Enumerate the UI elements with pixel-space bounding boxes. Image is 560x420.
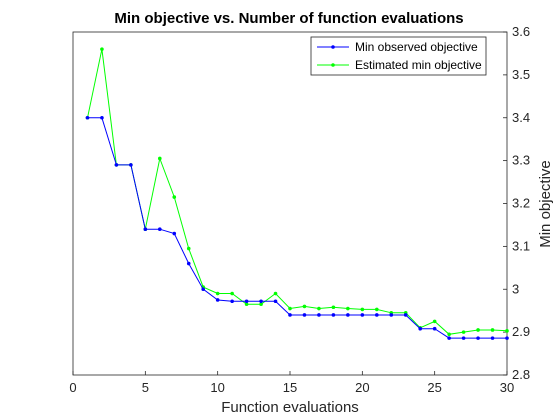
legend-label-1: Estimated min objective xyxy=(355,58,482,72)
series-1-point xyxy=(244,302,249,307)
series-0-point xyxy=(418,326,423,331)
series-0-point xyxy=(389,313,394,317)
series-0-point xyxy=(447,336,451,340)
y-tick-label: 3 xyxy=(512,281,519,296)
series-0-point xyxy=(476,336,480,340)
x-tick-label: 20 xyxy=(355,380,369,395)
series-0-point xyxy=(403,313,408,317)
legend-label-0: Min observed objective xyxy=(355,40,478,54)
series-0-point xyxy=(302,313,307,317)
series-0-point xyxy=(360,313,365,317)
series-1-point xyxy=(432,319,437,324)
series-0-point xyxy=(172,231,177,236)
series-1-point xyxy=(447,332,451,337)
series-0-point xyxy=(375,313,379,317)
series-1-point xyxy=(476,328,480,332)
series-0-point xyxy=(230,299,234,304)
series-1-point xyxy=(259,302,263,307)
y-tick-label: 2.8 xyxy=(512,367,530,382)
y-tick-label: 3.4 xyxy=(512,110,530,125)
y-tick-label: 3.5 xyxy=(512,67,530,82)
series-0-point xyxy=(201,287,205,292)
x-axis-label: Function evaluations xyxy=(221,399,359,416)
series-1-point xyxy=(186,246,191,251)
series-1-point xyxy=(346,306,350,311)
series-1-point xyxy=(461,330,466,334)
series-1-point xyxy=(360,307,365,312)
series-0-point xyxy=(273,299,278,304)
y-axis-label: Min objective xyxy=(537,160,554,248)
series-1-point xyxy=(273,291,278,296)
series-0-point xyxy=(100,115,104,120)
plot-area xyxy=(72,31,508,376)
series-0-point xyxy=(288,313,292,317)
x-tick-label: 25 xyxy=(427,380,441,395)
series-0-point xyxy=(158,227,162,232)
series-1-point xyxy=(505,329,509,333)
series-0-point xyxy=(186,261,191,266)
y-tick-label: 2.9 xyxy=(512,324,530,339)
y-tick-label: 3.1 xyxy=(512,238,530,253)
series-1-point xyxy=(490,328,495,332)
x-tick-label: 5 xyxy=(142,380,149,395)
series-0-point xyxy=(461,336,466,340)
series-0-point xyxy=(346,313,350,317)
series-1-point xyxy=(215,291,220,296)
series-1-point xyxy=(172,195,177,199)
series-0-point xyxy=(432,326,437,331)
series-1-point xyxy=(331,305,336,310)
x-tick-label: 30 xyxy=(500,380,514,395)
x-tick-label: 10 xyxy=(210,380,224,395)
y-tick-label: 3.3 xyxy=(512,153,530,168)
legend-marker-1 xyxy=(331,63,335,67)
series-0-point xyxy=(114,163,119,167)
series-0-point xyxy=(85,115,90,120)
chart-title: Min objective vs. Number of function eva… xyxy=(114,10,463,27)
series-0-point xyxy=(317,313,321,317)
series-0-point xyxy=(244,299,249,304)
series-layer xyxy=(85,47,509,340)
series-1-point xyxy=(288,306,292,311)
series-1-point xyxy=(158,156,162,161)
y-tick-label: 3.6 xyxy=(512,24,530,39)
series-1-point xyxy=(375,307,379,312)
series-line-0 xyxy=(87,117,507,339)
x-tick-label: 0 xyxy=(69,380,76,395)
series-0-point xyxy=(259,299,263,304)
series-0-point xyxy=(143,227,148,232)
series-0-point xyxy=(331,313,336,317)
series-1-point xyxy=(317,306,321,311)
legend: Min observed objective Estimated min obj… xyxy=(310,36,487,76)
series-1-point xyxy=(100,47,104,51)
series-0-point xyxy=(505,336,509,340)
y-tick-label: 3.2 xyxy=(512,196,530,211)
series-0-point xyxy=(215,298,220,302)
series-0-point xyxy=(490,336,495,340)
series-0-point xyxy=(129,163,133,167)
series-1-point xyxy=(230,291,234,296)
legend-marker-0 xyxy=(331,45,335,49)
x-axis: 0 5 10 15 20 25 30 xyxy=(69,371,514,395)
series-1-point xyxy=(302,304,307,309)
x-tick-label: 15 xyxy=(283,380,297,395)
y-axis: 2.8 2.9 3 3.1 3.2 3.3 3.4 3.5 3.6 xyxy=(503,24,530,382)
series-line-1 xyxy=(87,49,508,335)
legend-box xyxy=(310,36,487,76)
